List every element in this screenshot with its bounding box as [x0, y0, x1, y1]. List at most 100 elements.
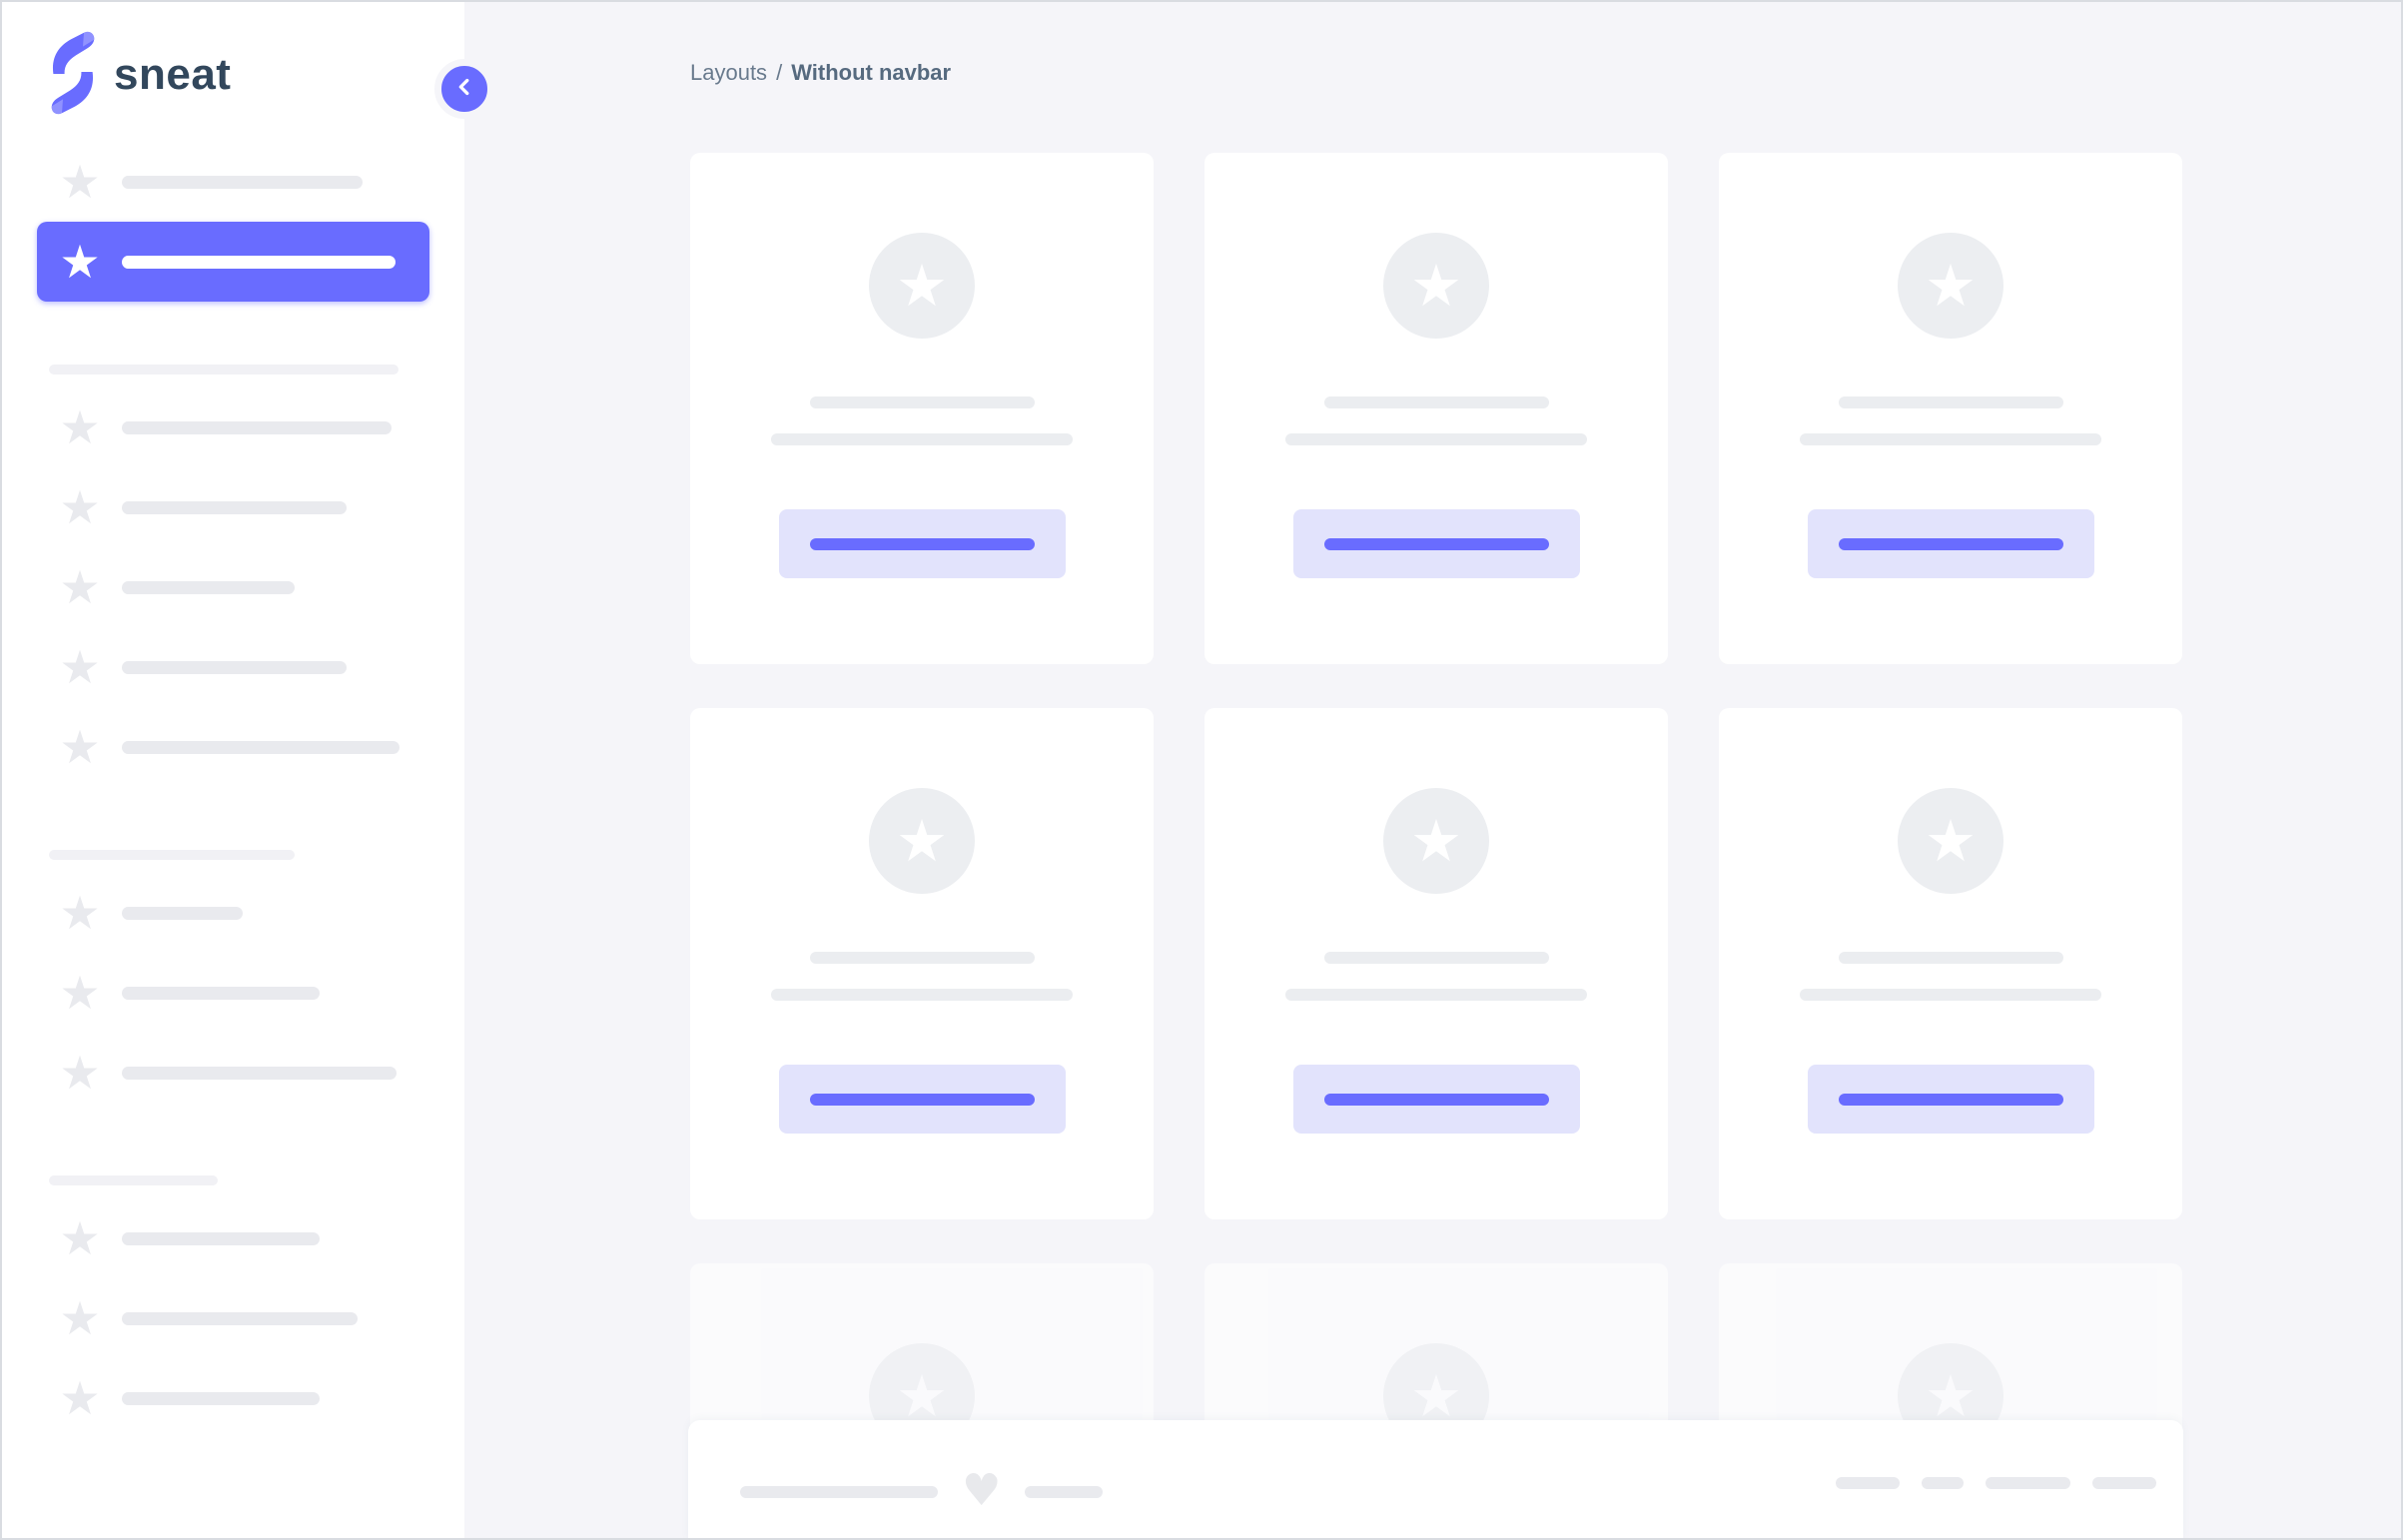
sidebar-menu-item[interactable]: ★: [2, 873, 464, 953]
footer-left-group: ♥: [740, 1465, 1104, 1516]
menu-item-label-skeleton: [122, 1311, 358, 1325]
card-button-placeholder[interactable]: [1292, 1065, 1580, 1134]
star-icon: ★: [59, 1046, 101, 1100]
breadcrumb-current: Without navbar: [791, 60, 952, 85]
breadcrumb-separator: /: [776, 60, 783, 85]
star-icon: ★: [1925, 1362, 1977, 1430]
sidebar-menu-item[interactable]: ★: [2, 627, 464, 707]
sidebar-menu-item[interactable]: ★: [2, 142, 464, 222]
star-icon: ★: [59, 1211, 101, 1265]
text-line-skeleton: [771, 433, 1073, 445]
footer-text-skeleton: [2092, 1477, 2156, 1489]
sidebar-collapse-button[interactable]: [434, 59, 494, 119]
card-button-placeholder[interactable]: [1292, 509, 1580, 578]
menu-item-label-skeleton: [122, 906, 243, 920]
footer-text-skeleton: [1025, 1486, 1104, 1498]
sidebar-menu-item[interactable]: ★: [2, 1278, 464, 1358]
star-icon: ★: [896, 807, 948, 875]
card-button-placeholder[interactable]: [1807, 509, 2094, 578]
sidebar-menu-item[interactable]: ★: [2, 467, 464, 547]
placeholder-card: ★: [1719, 153, 2182, 664]
menu-section-heading-skeleton: [2, 1162, 464, 1198]
star-icon: ★: [896, 252, 948, 320]
star-icon: ★: [1410, 252, 1462, 320]
sidebar-menu-item[interactable]: ★: [2, 953, 464, 1033]
sidebar-menu-item[interactable]: ★: [2, 547, 464, 627]
menu-item-label-skeleton: [122, 986, 320, 1000]
star-icon: ★: [59, 400, 101, 454]
button-label-skeleton: [809, 1093, 1035, 1106]
star-icon: ★: [1410, 1362, 1462, 1430]
menu-item-label-skeleton: [122, 255, 396, 269]
star-icon: ★: [59, 720, 101, 774]
brand-logo[interactable]: sneat: [2, 2, 464, 117]
star-icon: ★: [59, 480, 101, 534]
text-line-skeleton: [1285, 989, 1587, 1001]
placeholder-card: ★: [1204, 153, 1668, 664]
button-label-skeleton: [1323, 1093, 1549, 1106]
star-icon: ★: [1925, 252, 1977, 320]
breadcrumb-link-layouts[interactable]: Layouts: [690, 60, 768, 85]
footer-right-group: [1836, 1477, 2156, 1489]
avatar-circle: ★: [1898, 788, 2003, 894]
star-icon: ★: [59, 640, 101, 694]
sidebar-menu-item[interactable]: ★: [2, 1358, 464, 1438]
menu-item-label-skeleton: [122, 580, 295, 594]
footer-text-skeleton: [740, 1486, 938, 1498]
card-button-placeholder[interactable]: [778, 1065, 1066, 1134]
placeholder-card: ★: [690, 153, 1154, 664]
placeholder-card: ★: [690, 708, 1154, 1219]
text-line-skeleton: [1323, 952, 1549, 964]
brand-name: sneat: [114, 50, 232, 99]
text-line-skeleton: [1838, 396, 2063, 408]
star-icon: ★: [59, 1291, 101, 1345]
text-line-skeleton: [1285, 433, 1587, 445]
footer-text-skeleton: [1922, 1477, 1964, 1489]
button-label-skeleton: [1323, 537, 1549, 550]
star-icon: ★: [59, 1371, 101, 1425]
star-icon: ★: [59, 966, 101, 1020]
card-button-placeholder[interactable]: [778, 509, 1066, 578]
card-grid: ★ ★ ★ ★ ★: [690, 153, 2182, 1538]
avatar-circle: ★: [1383, 788, 1489, 894]
placeholder-card: ★: [1204, 708, 1668, 1219]
sidebar-menu-item[interactable]: ★: [2, 1198, 464, 1278]
sidebar-menu: ★ ★ ★ ★ ★ ★ ★ ★ ★ ★ ★ ★ ★: [2, 142, 464, 1438]
footer-text-skeleton: [1836, 1477, 1900, 1489]
menu-item-label-skeleton: [122, 420, 392, 434]
button-label-skeleton: [1838, 537, 2063, 550]
sidebar-menu-item[interactable]: ★: [2, 1033, 464, 1113]
menu-item-label-skeleton: [122, 740, 400, 754]
star-icon: ★: [59, 155, 101, 209]
footer: ♥: [688, 1420, 2183, 1538]
star-icon: ★: [1410, 807, 1462, 875]
star-icon: ★: [59, 235, 101, 289]
heart-icon: ♥: [962, 1465, 1002, 1516]
star-icon: ★: [1925, 807, 1977, 875]
placeholder-card: ★: [1719, 708, 2182, 1219]
menu-item-label-skeleton: [122, 660, 347, 674]
button-label-skeleton: [1838, 1093, 2063, 1106]
star-icon: ★: [59, 560, 101, 614]
menu-item-label-skeleton: [122, 1066, 397, 1080]
sneat-logo-icon: [49, 31, 97, 120]
text-line-skeleton: [809, 396, 1035, 408]
sidebar-menu-item[interactable]: ★: [2, 707, 464, 787]
avatar-circle: ★: [869, 233, 975, 339]
avatar-circle: ★: [869, 788, 975, 894]
button-label-skeleton: [809, 537, 1035, 550]
text-line-skeleton: [1800, 989, 2101, 1001]
sidebar-menu-item-active[interactable]: ★: [37, 222, 429, 302]
sidebar-menu-item[interactable]: ★: [2, 387, 464, 467]
menu-section-heading-skeleton: [2, 352, 464, 387]
star-icon: ★: [896, 1362, 948, 1430]
text-line-skeleton: [1838, 952, 2063, 964]
menu-item-label-skeleton: [122, 175, 363, 189]
menu-section-heading-skeleton: [2, 837, 464, 873]
card-button-placeholder[interactable]: [1807, 1065, 2094, 1134]
star-icon: ★: [59, 886, 101, 940]
footer-text-skeleton: [1986, 1477, 2070, 1489]
text-line-skeleton: [809, 952, 1035, 964]
chevron-left-icon: [453, 76, 475, 103]
